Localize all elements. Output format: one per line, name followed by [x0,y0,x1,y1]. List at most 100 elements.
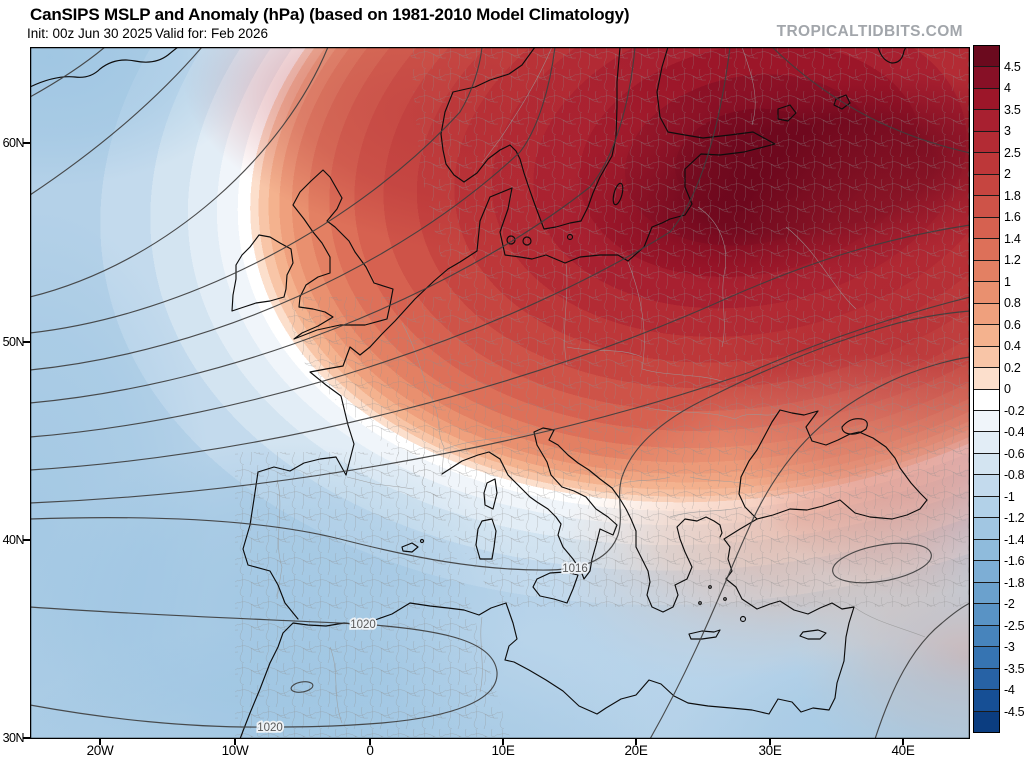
anomaly-map: 1016 1020 1020 [29,46,971,740]
colorbar-tick-label: -1.8 [1004,575,1024,590]
lon-tick-label: 0 [366,743,374,757]
lon-tick-mark [369,739,371,745]
colorbar-segment [974,388,999,410]
valid-time-label: Valid for: Feb 2026 [155,26,269,41]
colorbar-tick-label: -1.6 [1004,554,1024,568]
colorbar-segment [974,538,999,561]
map-canvas: 1016 1020 1020 [29,46,971,740]
colorbar-tick-label: 1.6 [1004,210,1021,224]
colorbar-tick-label: -4.5 [1004,704,1024,719]
lat-tick-label: 60N [2,136,25,150]
lon-tick-mark [502,739,504,745]
lon-tick-mark [902,739,904,745]
colorbar-segment [974,66,999,88]
colorbar-tick-label: 0.6 [1004,317,1021,332]
colorbar-tick-label: 1.4 [1004,231,1021,246]
colorbar-tick-label: -2 [1004,597,1015,611]
colorbar-tick-label: -4 [1004,683,1015,697]
colorbar-segment [974,452,999,475]
lon-tick-label: 40E [891,743,915,757]
lon-tick-mark [769,739,771,745]
colorbar-tick-label: -2.5 [1004,618,1024,633]
lat-tick-mark [23,737,30,739]
colorbar-tick-label: -0.2 [1004,403,1024,418]
admin-boundaries-texture [235,47,970,737]
lat-tick-mark [23,539,30,541]
colorbar-segment [974,259,999,282]
colorbar-tick-label: -0.6 [1004,446,1024,461]
colorbar-tick-label: 1 [1004,274,1011,289]
contour-labels: 1016 1020 1020 [255,561,589,736]
lon-tick-label: 10W [221,743,249,757]
lon-tick-label: 20W [86,743,114,757]
colorbar-tick-label: 3 [1004,124,1011,138]
colorbar-tick-label: 2 [1004,167,1011,181]
colorbar-segment [974,560,999,582]
colorbar-tick-label: 2.5 [1004,145,1021,160]
colorbar-segment [974,581,999,604]
coastlines [30,47,928,739]
colorbar-segment [974,689,999,711]
lat-tick-label: 30N [2,731,25,745]
colorbar-tick-label: 4.5 [1004,59,1021,74]
lon-tick-label: 30E [758,743,782,757]
colorbar-tick-label: -1.2 [1004,511,1024,525]
colorbar-segment [974,345,999,368]
colorbar-segment [974,152,999,174]
isobar-value-label: 1020 [350,619,376,631]
colorbar-segment [974,46,999,67]
colorbar-segment [974,431,999,453]
colorbar-segment [974,216,999,239]
lat-tick-mark [23,142,30,144]
colorbar-segment [974,302,999,325]
colorbar-tick-label: 0.8 [1004,296,1021,310]
colorbar-tick-label: 0.4 [1004,339,1021,353]
colorbar-tick-label: -0.8 [1004,468,1024,482]
colorbar-segment [974,324,999,346]
page-title: CanSIPS MSLP and Anomaly (hPa) (based on… [30,5,630,24]
lon-tick-label: 20E [624,743,648,757]
init-time-label: Init: 00z Jun 30 2025 [27,26,153,41]
colorbar-tick-label: -1.4 [1004,532,1024,547]
colorbar-segment [974,667,999,690]
country-borders [276,47,926,724]
colorbar-tick-label: 1.2 [1004,253,1021,267]
lat-tick-label: 40N [2,533,25,547]
colorbar-segment [974,367,999,389]
colorbar-tick-label: 0 [1004,382,1011,396]
colorbar-tick-label: -0.4 [1004,425,1024,439]
colorbar-segment [974,173,999,196]
isobar-value-label: 1016 [562,563,588,575]
mslp-isobars [30,47,970,739]
colorbar-segment [974,495,999,518]
colorbar-segment [974,624,999,647]
isobar-value-label: 1020 [257,722,283,734]
colorbar-segment [974,517,999,539]
map-frame [29,46,971,740]
colorbar-tick-label: -3 [1004,640,1015,654]
lon-tick-mark [99,739,101,745]
lon-tick-label: 10E [491,743,515,757]
colorbar-segment [974,646,999,668]
lon-tick-mark [234,739,236,745]
colorbar-tick-label: 0.2 [1004,360,1021,375]
colorbar-segment [974,281,999,303]
colorbar-tick-label: 1.8 [1004,188,1021,203]
colorbar-tick-label: 3.5 [1004,102,1021,117]
colorbar-segment [974,109,999,131]
colorbar-tick-label: -1 [1004,489,1015,504]
lon-tick-mark [635,739,637,745]
colorbar-segment [974,710,999,732]
lat-tick-mark [23,341,30,343]
colorbar [973,45,1000,733]
colorbar-segment [974,87,999,110]
site-watermark: TROPICALTIDBITS.COM [776,23,963,40]
colorbar-segment [974,474,999,496]
colorbar-tick-label: 4 [1004,81,1011,95]
colorbar-segment [974,409,999,432]
colorbar-segment [974,130,999,153]
lat-tick-label: 50N [2,335,25,349]
colorbar-tick-label: -3.5 [1004,661,1024,676]
colorbar-segment [974,195,999,217]
